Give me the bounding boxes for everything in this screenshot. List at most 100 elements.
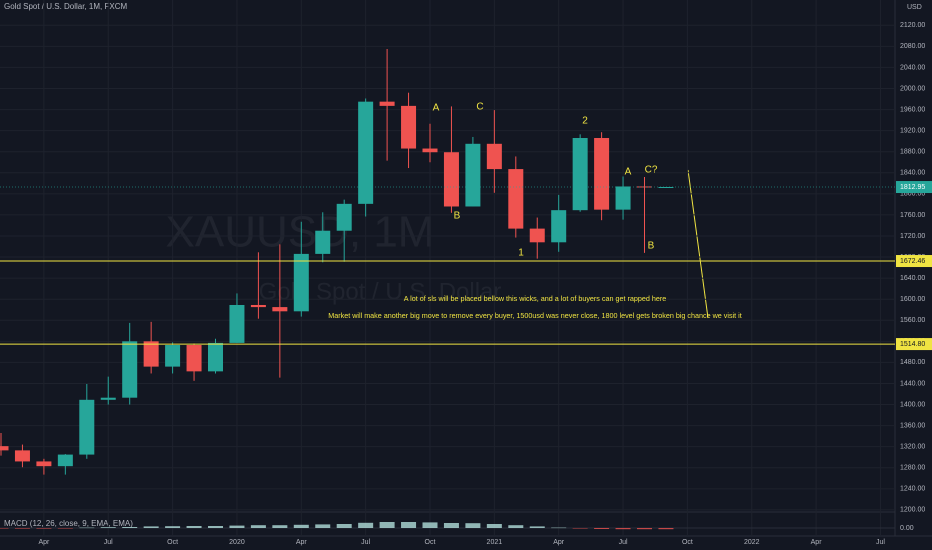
axis-unit: USD (907, 4, 922, 11)
y-tick-label: 2040.00 (900, 64, 925, 71)
macd-bar (100, 527, 116, 528)
candle-body (401, 105, 417, 149)
x-tick-label: 2021 (487, 539, 503, 546)
x-tick-label: Oct (425, 539, 436, 546)
y-tick-label: 1920.00 (900, 127, 925, 134)
price-label-box (896, 338, 932, 351)
candle-body (465, 143, 481, 207)
y-tick-label: 1480.00 (900, 359, 925, 366)
candle-body (572, 138, 588, 211)
x-tick-label: Apr (38, 539, 50, 546)
macd-bar (14, 528, 30, 529)
x-tick-label: Jul (619, 539, 628, 546)
annotation: B (454, 211, 461, 222)
macd-bar (572, 528, 588, 529)
macd-bar (465, 523, 481, 528)
y-tick-label: 1240.00 (900, 486, 925, 493)
y-tick-label: 1760.00 (900, 212, 925, 219)
macd-bar (293, 524, 309, 528)
y-tick-label: 1720.00 (900, 233, 925, 240)
price-label: 1514.80 (900, 341, 925, 348)
macd-bar (358, 522, 374, 528)
candle-body (165, 345, 181, 367)
x-tick-label: Apr (296, 539, 308, 546)
y-tick-label: 1400.00 (900, 401, 925, 408)
price-label-box (896, 181, 932, 194)
note: A lot of sls will be placed bellow this … (404, 294, 667, 303)
y-tick-label: 1200.00 (900, 507, 925, 514)
note: Market will make another big move to rem… (328, 311, 742, 320)
y-tick-label: 1840.00 (900, 170, 925, 177)
macd-bar (551, 527, 567, 529)
y-tick-label: 1960.00 (900, 106, 925, 113)
annotation: 2 (582, 116, 588, 127)
candle-body (551, 210, 567, 243)
x-tick-label: Apr (811, 539, 823, 546)
annotation: C? (645, 165, 658, 176)
candle-body (36, 461, 52, 467)
candle-body (529, 228, 545, 243)
candle-body (14, 450, 30, 462)
price-label-box (896, 255, 932, 268)
macd-bar (594, 528, 610, 529)
macd-bar (229, 525, 245, 528)
macd-bar (379, 522, 395, 528)
candle-body (0, 446, 9, 451)
macd-bar (57, 528, 73, 529)
chart-title: Gold Spot / U.S. Dollar, 1M, FXCM (4, 2, 127, 11)
price-label: 1812.95 (900, 184, 925, 191)
candle-body (615, 186, 631, 210)
candle-body (229, 304, 245, 343)
candle-body (250, 304, 266, 308)
candle-body (486, 143, 502, 170)
candle-body (379, 101, 395, 106)
y-tick-label: 2080.00 (900, 43, 925, 50)
annotation: A (433, 103, 440, 114)
macd-bar (443, 523, 459, 528)
x-tick-label: Jul (104, 539, 113, 546)
candle-body (336, 203, 352, 231)
macd-bar (122, 527, 138, 528)
y-tick-label: 1560.00 (900, 317, 925, 324)
macd-bar (658, 528, 674, 530)
candle-body (57, 454, 73, 467)
macd-bar (143, 526, 159, 528)
annotation: B (648, 241, 655, 252)
candle-body (315, 230, 331, 254)
candle-body (186, 345, 202, 372)
annotation: A (625, 167, 632, 178)
y-tick-label: 1280.00 (900, 465, 925, 472)
candle-body (637, 186, 652, 188)
macd-bar (615, 528, 631, 530)
trend-line (687, 169, 709, 319)
annotation: C (476, 102, 483, 113)
y-tick-label: 1320.00 (900, 444, 925, 451)
watermark: XAUUSD, 1M (166, 208, 435, 257)
candle-body (143, 341, 159, 367)
candle-body (122, 341, 138, 398)
macd-bar (208, 526, 223, 528)
x-tick-label: Apr (553, 539, 565, 546)
macd-bar (315, 524, 331, 528)
candle-body (658, 186, 674, 188)
y-tick-label: 1640.00 (900, 275, 925, 282)
candle-body (358, 101, 374, 204)
y-tick-label: 2120.00 (900, 22, 925, 29)
candle-body (79, 399, 95, 455)
macd-tick-label: 0.00 (900, 525, 914, 532)
y-tick-label: 1440.00 (900, 380, 925, 387)
macd-bar (272, 525, 288, 528)
x-tick-label: Jul (361, 539, 370, 546)
x-tick-label: 2022 (744, 539, 760, 546)
macd-bar (422, 522, 438, 528)
y-tick-label: 2000.00 (900, 85, 925, 92)
y-tick-label: 1800.00 (900, 191, 925, 198)
macd-bar (0, 528, 9, 529)
macd-bar (250, 525, 266, 528)
macd-bar (36, 528, 52, 529)
candle-body (422, 148, 438, 153)
candle-body (208, 342, 223, 372)
macd-bar (529, 526, 545, 528)
candle-body (508, 169, 524, 229)
